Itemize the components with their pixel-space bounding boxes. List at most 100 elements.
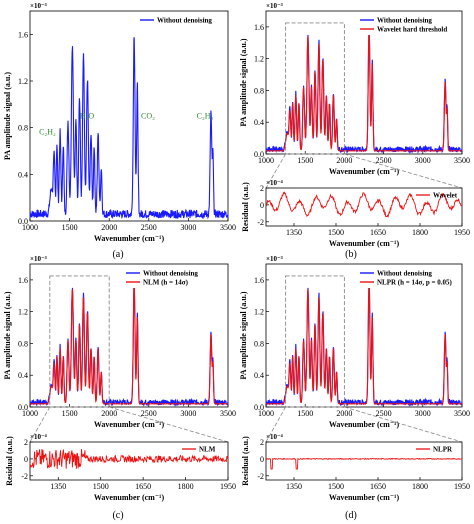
panel-a-ytick-label: 0.8 [18, 124, 28, 133]
panel-a-series-without-denoising [29, 37, 229, 220]
legend-box [124, 267, 225, 288]
panel-b-zoom-box [285, 22, 345, 155]
panel-a-xtick-label: 1000 [22, 223, 38, 232]
panel-c-residual-ytick-label: 2 [24, 438, 28, 447]
panel-c-residual-legend-label: NLM [199, 446, 216, 454]
panel-b-xtick-label: 1000 [258, 156, 274, 165]
panel-c-ytick-label: 0.8 [18, 339, 28, 348]
panel-d-ytick-label: 0.4 [254, 371, 264, 380]
panel-b-residual-series [265, 191, 463, 218]
panel-d-residual-exponent: ×10⁻⁴ [266, 433, 284, 441]
panel-b-ytick-label: 1.2 [254, 55, 264, 64]
panel-a-label: (a) [112, 249, 123, 260]
panel-d-residual-ylabel: Residual (a.u.) [241, 436, 250, 486]
panel-b-residual-frame [265, 187, 463, 227]
panel-a-xtick-label: 3000 [180, 223, 196, 232]
panel-d-residual-xlabel: Wavenumber (cm⁻¹) [329, 493, 400, 502]
panel-b-series-without-denoising [265, 28, 463, 154]
panel-d-ytick-label: 1.2 [254, 308, 264, 317]
panel-c-xtick-label: 2000 [101, 409, 117, 418]
panel-d-residual-xtick-label: 1650 [370, 482, 386, 491]
panel-c-ytick-label: 0.4 [18, 371, 28, 380]
panel-b-xtick-label: 3500 [454, 156, 470, 165]
panel-a-annotation: C₂H₂ [39, 128, 56, 137]
panel-d-ytick-label: 1.6 [254, 276, 264, 285]
panel-a-xtick-label: 2500 [141, 223, 157, 232]
legend-box [358, 267, 459, 288]
panel-d-ytick-label: 0.0 [254, 403, 264, 412]
panel-c-residual-ytick-label: 0 [24, 455, 28, 464]
panel-a-frame [29, 10, 229, 222]
legend-label: Without denoising [377, 17, 432, 25]
panel-c-ylabel: PA amplitude signal (a.u.) [3, 291, 12, 379]
panel-a-xtick-label: 3500 [220, 223, 236, 232]
panel-d-xtick-label: 1500 [297, 409, 313, 418]
panel-c-residual-ylabel: Residual (a.u.) [5, 436, 14, 486]
panel-c-residual-ytick-label: -2 [21, 472, 28, 481]
panel-a-annotation: H₂O [80, 111, 95, 120]
panel-c-xtick-label: 1000 [22, 409, 38, 418]
panel-b-ytick-label: 1.6 [254, 23, 264, 32]
panel-d-residual-ytick-label: 0 [260, 455, 264, 464]
panel-b-xlabel: Wavenumber (cm⁻¹) [329, 167, 400, 176]
panel-a-annotation: CO₂ [141, 111, 155, 120]
panel-a-exponent: ×10⁻³ [30, 2, 47, 10]
panel-d-series-without-denoising [265, 281, 463, 407]
panel-c-residual-xtick-label: 1500 [93, 482, 109, 491]
panel-c-exponent: ×10⁻³ [30, 255, 47, 263]
panel-b-zoom-connector [344, 153, 463, 189]
panel-b-residual-ytick-label: 0 [260, 201, 264, 210]
panel-b-residual-ylabel: Residual (a.u.) [241, 182, 250, 232]
panel-b-residual-exponent: ×10⁻⁴ [266, 179, 284, 187]
panel-b-exponent: ×10⁻³ [266, 2, 283, 10]
panel-b-xtick-label: 3000 [415, 156, 431, 165]
panel-a-ylabel: PA amplitude signal (a.u.) [3, 72, 12, 160]
panel-d-ytick-label: 0.8 [254, 339, 264, 348]
panel-d-label: (d) [345, 510, 357, 521]
panel-b-series-denoised [266, 28, 462, 152]
panel-d-ylabel: PA amplitude signal (a.u.) [239, 291, 248, 379]
panel-b-frame [265, 10, 463, 155]
panel-a-ytick-label: 0.4 [18, 170, 28, 179]
panel-c-xtick-label: 3500 [220, 409, 236, 418]
panel-c-residual-xtick-label: 1650 [135, 482, 151, 491]
panel-b-residual-legend-label: Wavelet [433, 192, 458, 200]
panel-d-residual-xtick-label: 1500 [328, 482, 344, 491]
panel-d-series-denoised [266, 281, 462, 405]
legend-label: Without denoising [157, 17, 212, 25]
panel-d-xtick-label: 3500 [454, 409, 470, 418]
panel-b-zoom-connector [265, 153, 286, 189]
panel-c-ytick-label: 1.2 [18, 308, 28, 317]
panel-c-frame [29, 263, 229, 408]
legend-box [138, 14, 225, 26]
panel-b-residual-ytick-label: -2 [257, 218, 264, 227]
panel-d-zoom-box [285, 275, 345, 408]
panel-b-residual-xtick-label: 1800 [412, 228, 428, 237]
panel-d-zoom-connector [344, 406, 463, 443]
panel-a-xlabel: Wavenumber (cm⁻¹) [94, 234, 165, 243]
legend-label: NLM (h = 14σ) [143, 279, 189, 287]
panel-c-zoom-connector [29, 406, 51, 443]
panel-d-residual-frame [265, 441, 463, 481]
panel-c-residual-series [29, 449, 229, 470]
panel-c-residual-exponent: ×10⁻⁴ [30, 433, 48, 441]
legend-box [358, 14, 459, 35]
panel-c-xtick-label: 3000 [180, 409, 196, 418]
panel-b-residual-ytick-label: 2 [260, 184, 264, 193]
panel-b-xtick-label: 2500 [376, 156, 392, 165]
panel-d-xtick-label: 3000 [415, 409, 431, 418]
panel-d-frame [265, 263, 463, 408]
panel-c-ytick-label: 0.0 [18, 403, 28, 412]
panel-c-residual-xlabel: Wavenumber (cm⁻¹) [94, 493, 165, 502]
panel-b-residual-xtick-label: 1500 [328, 228, 344, 237]
panel-d-xtick-label: 2000 [336, 409, 352, 418]
panel-d-residual-legend-label: NLPR [433, 446, 453, 454]
panel-c-series-denoised [30, 281, 228, 405]
panel-c-xtick-label: 2500 [141, 409, 157, 418]
panel-b-residual-xlabel: Wavenumber (cm⁻¹) [329, 239, 400, 248]
panel-c-label: (c) [112, 510, 123, 521]
legend-label: Wavelet hard threshold [377, 26, 447, 34]
panel-c-residual-frame [29, 441, 229, 481]
panel-c-residual-xtick-label: 1800 [178, 482, 194, 491]
